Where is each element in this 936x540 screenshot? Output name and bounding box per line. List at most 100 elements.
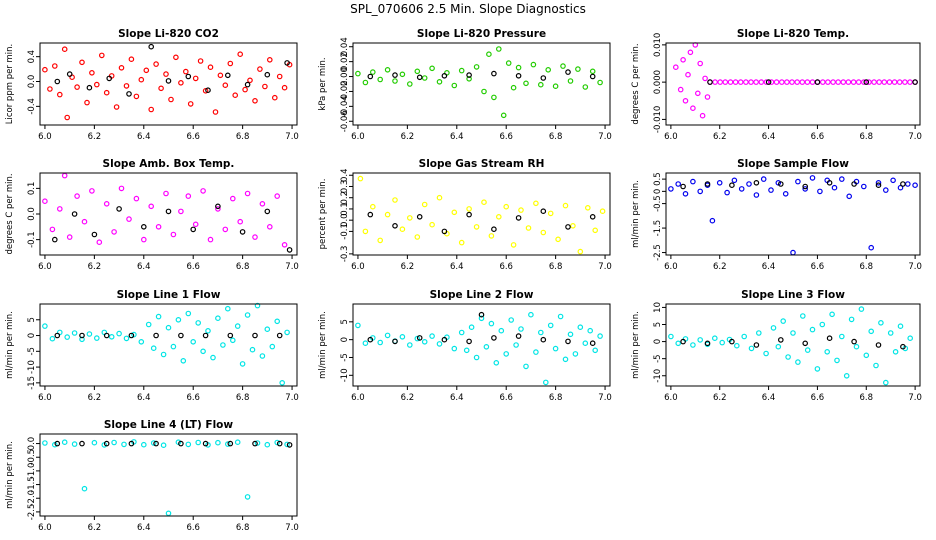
data-point bbox=[252, 98, 258, 104]
data-point bbox=[215, 315, 221, 322]
x-tick-label: 6.4 bbox=[450, 393, 464, 403]
panel-title: Slope Li-820 Pressure bbox=[417, 28, 546, 40]
data-point bbox=[257, 66, 263, 72]
highlight-point bbox=[589, 340, 596, 347]
data-point bbox=[155, 224, 162, 230]
data-point bbox=[562, 202, 569, 209]
data-point bbox=[170, 343, 177, 350]
highlight-point bbox=[190, 226, 197, 233]
x-tick-label: 6.0 bbox=[664, 262, 678, 272]
data-point bbox=[748, 345, 755, 352]
data-point bbox=[850, 79, 857, 85]
data-point bbox=[592, 227, 599, 234]
data-point bbox=[523, 363, 529, 370]
data-point bbox=[682, 98, 689, 104]
data-point bbox=[158, 85, 164, 92]
data-point bbox=[355, 70, 361, 77]
data-point bbox=[103, 201, 110, 207]
data-point bbox=[284, 441, 290, 448]
y-tick-label: 0.5 bbox=[653, 172, 663, 186]
data-point bbox=[486, 51, 492, 58]
data-point bbox=[685, 71, 691, 78]
y-tick-label: 5 bbox=[340, 319, 350, 324]
data-point bbox=[49, 335, 56, 342]
data-point bbox=[697, 337, 704, 343]
data-point bbox=[838, 176, 845, 182]
plot-frame bbox=[665, 42, 921, 126]
data-point bbox=[89, 188, 95, 194]
data-point bbox=[183, 68, 189, 75]
data-point bbox=[540, 229, 547, 236]
data-point bbox=[377, 339, 384, 346]
highlight-point bbox=[704, 181, 711, 187]
data-point bbox=[493, 359, 500, 366]
data-point bbox=[572, 351, 579, 357]
data-point bbox=[799, 313, 806, 319]
data-point bbox=[178, 208, 184, 215]
highlight-point bbox=[540, 75, 547, 81]
data-point bbox=[770, 325, 777, 331]
data-point bbox=[121, 441, 127, 448]
highlight-point bbox=[276, 440, 283, 447]
data-point bbox=[276, 73, 283, 80]
y-tick-label: -0.06 bbox=[340, 110, 350, 132]
data-point bbox=[202, 88, 209, 94]
x-tick-label: 6.0 bbox=[38, 262, 52, 272]
data-point bbox=[587, 327, 594, 334]
highlight-point bbox=[91, 231, 98, 238]
data-point bbox=[892, 348, 899, 355]
data-point bbox=[244, 312, 251, 318]
data-point bbox=[96, 239, 103, 246]
x-tick-label: 6.0 bbox=[351, 393, 365, 403]
data-point bbox=[406, 342, 413, 348]
data-point bbox=[274, 318, 281, 325]
x-tick-label: 6.2 bbox=[88, 523, 102, 533]
data-point bbox=[871, 79, 877, 85]
data-point bbox=[421, 201, 428, 208]
data-point bbox=[357, 175, 364, 182]
data-point bbox=[284, 329, 290, 336]
highlight-point bbox=[515, 333, 522, 339]
data-point bbox=[510, 242, 517, 248]
y-tick-label: -0.1 bbox=[340, 223, 350, 240]
data-point bbox=[163, 190, 169, 197]
x-tick-label: 7.0 bbox=[285, 262, 299, 272]
data-point bbox=[355, 322, 361, 329]
data-point bbox=[733, 342, 740, 349]
data-point bbox=[488, 233, 495, 239]
data-point bbox=[768, 79, 775, 85]
data-point bbox=[547, 322, 554, 329]
data-point bbox=[71, 441, 78, 447]
highlight-point bbox=[707, 79, 713, 85]
data-point bbox=[555, 236, 561, 243]
y-axis-label: kPa per min. bbox=[318, 57, 328, 110]
data-point bbox=[111, 229, 117, 235]
data-point bbox=[831, 184, 838, 191]
data-point bbox=[795, 359, 801, 365]
data-point bbox=[249, 346, 256, 353]
highlight-point bbox=[704, 340, 711, 347]
highlight-point bbox=[165, 78, 172, 84]
highlight-point bbox=[54, 440, 61, 447]
data-point bbox=[239, 361, 246, 367]
data-point bbox=[746, 181, 752, 187]
data-point bbox=[835, 79, 842, 85]
data-point bbox=[817, 188, 823, 195]
data-point bbox=[875, 180, 882, 186]
data-point bbox=[473, 64, 480, 70]
data-point bbox=[848, 316, 855, 323]
highlight-point bbox=[392, 72, 398, 78]
highlight-point bbox=[466, 211, 472, 218]
y-tick-label: -0.5 bbox=[27, 449, 37, 466]
data-point bbox=[855, 79, 862, 85]
y-tick-label: -1.5 bbox=[27, 476, 37, 493]
x-tick-label: 6.2 bbox=[401, 262, 415, 272]
highlight-point bbox=[126, 91, 132, 97]
data-point bbox=[829, 311, 835, 318]
data-point bbox=[712, 79, 718, 85]
data-point bbox=[711, 335, 718, 342]
data-point bbox=[61, 439, 68, 446]
data-point bbox=[672, 64, 679, 71]
data-point bbox=[163, 71, 169, 77]
data-point bbox=[732, 79, 739, 85]
